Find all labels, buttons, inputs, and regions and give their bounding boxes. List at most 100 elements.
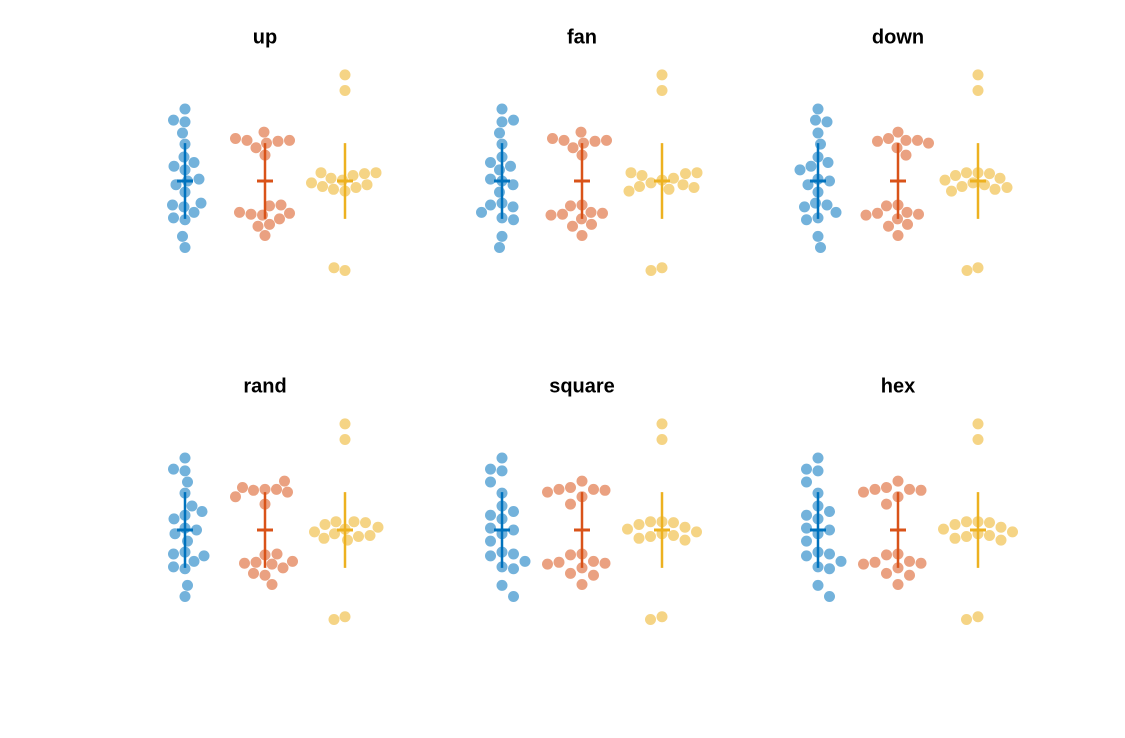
swarm-point [872, 207, 883, 219]
panel-title: up [253, 26, 277, 48]
swarm-point [485, 199, 496, 211]
swarm-point [810, 197, 821, 209]
swarm-point [883, 220, 894, 232]
swarm-point [191, 524, 202, 536]
swarm-point [347, 169, 359, 181]
swarm-point [348, 516, 360, 528]
swarm-point [372, 521, 384, 533]
swarm-point [949, 532, 961, 544]
swarm-point [179, 452, 191, 464]
swarm-point [282, 486, 293, 498]
swarm-point [508, 506, 519, 518]
swarm-point [567, 142, 579, 154]
swarm-point [275, 199, 287, 211]
swarm-point [182, 476, 193, 488]
panel: hex [801, 375, 1018, 626]
swarm-point [679, 534, 691, 546]
swarm-point [812, 579, 824, 591]
swarm-point [872, 135, 883, 147]
swarm-point [995, 521, 1007, 533]
swarm-point [812, 465, 824, 477]
swarm-point [284, 134, 295, 146]
swarm-point [801, 476, 812, 488]
swarm-point [545, 209, 557, 221]
swarm-point [881, 549, 892, 561]
swarm-point [801, 550, 812, 562]
swarm-point [656, 434, 668, 446]
swarm-point [656, 611, 668, 623]
swarm-point [168, 561, 179, 573]
swarm-point [824, 175, 835, 187]
swarm-point [668, 530, 679, 542]
swarm-point [239, 557, 250, 569]
swarm-point [179, 103, 191, 115]
swarm-point [266, 558, 278, 570]
swarm-point [328, 183, 339, 195]
swarm-point [274, 213, 285, 225]
swarm-point [259, 569, 271, 581]
swarm-point [881, 200, 892, 212]
swarm-point [801, 522, 812, 534]
swarm-point [900, 134, 912, 146]
swarm-point [508, 114, 519, 126]
swarm-point [984, 517, 995, 529]
swarm-point [252, 220, 264, 232]
swarm-point [485, 463, 496, 475]
swarm-point [519, 555, 531, 567]
swarm-point [645, 265, 657, 277]
swarm-point [961, 530, 972, 542]
swarm-point [168, 212, 179, 224]
swarm-point [656, 69, 668, 81]
swarm-point [319, 518, 331, 530]
swarm-point [505, 160, 516, 172]
swarm-point [805, 160, 817, 172]
swarm-point [279, 475, 290, 487]
swarm-point [812, 452, 824, 464]
swarm-point [339, 69, 351, 81]
swarm-point [939, 174, 951, 186]
swarm-point [361, 179, 373, 191]
swarm-point [168, 463, 179, 475]
swarm-point [177, 127, 188, 139]
swarm-point [507, 179, 519, 191]
swarm-point [496, 116, 508, 128]
swarm-point [496, 230, 508, 242]
swarm-point [325, 172, 337, 184]
swarm-point [576, 578, 588, 590]
swarm-point [949, 518, 961, 530]
swarm-point [810, 114, 821, 126]
swarm-point [359, 168, 370, 180]
swarm-point [984, 530, 995, 542]
swarm-point [188, 206, 200, 218]
swarm-point [656, 418, 668, 430]
swarm-point [339, 418, 351, 430]
swarm-point [230, 133, 241, 145]
swarm-point [339, 265, 351, 277]
swarm-point [237, 482, 248, 494]
swarm-point [656, 262, 668, 274]
swarm-point [961, 614, 972, 626]
swarm-point [168, 548, 179, 560]
swarm-point [799, 201, 810, 213]
swarm-point [485, 476, 496, 488]
swarm-point [230, 491, 241, 503]
swarm-point [553, 556, 565, 568]
swarm-point [193, 173, 205, 185]
swarm-point [188, 555, 200, 567]
swarm-point [485, 522, 496, 534]
swarm-point [989, 183, 1001, 195]
swarm-point [553, 483, 565, 495]
swarm-point [272, 135, 284, 147]
swarm-point [824, 548, 835, 560]
swarm-point [892, 578, 904, 590]
swarm-point [508, 524, 519, 536]
swarm-point [946, 185, 957, 197]
swarm-point [364, 530, 376, 542]
swarm-point [1001, 181, 1013, 193]
swarm-point [177, 230, 188, 242]
swarm-point [182, 535, 193, 547]
swarm-point [585, 206, 597, 218]
swarm-point [858, 558, 869, 570]
swarm-point [258, 126, 270, 138]
swarm-point [271, 483, 282, 495]
